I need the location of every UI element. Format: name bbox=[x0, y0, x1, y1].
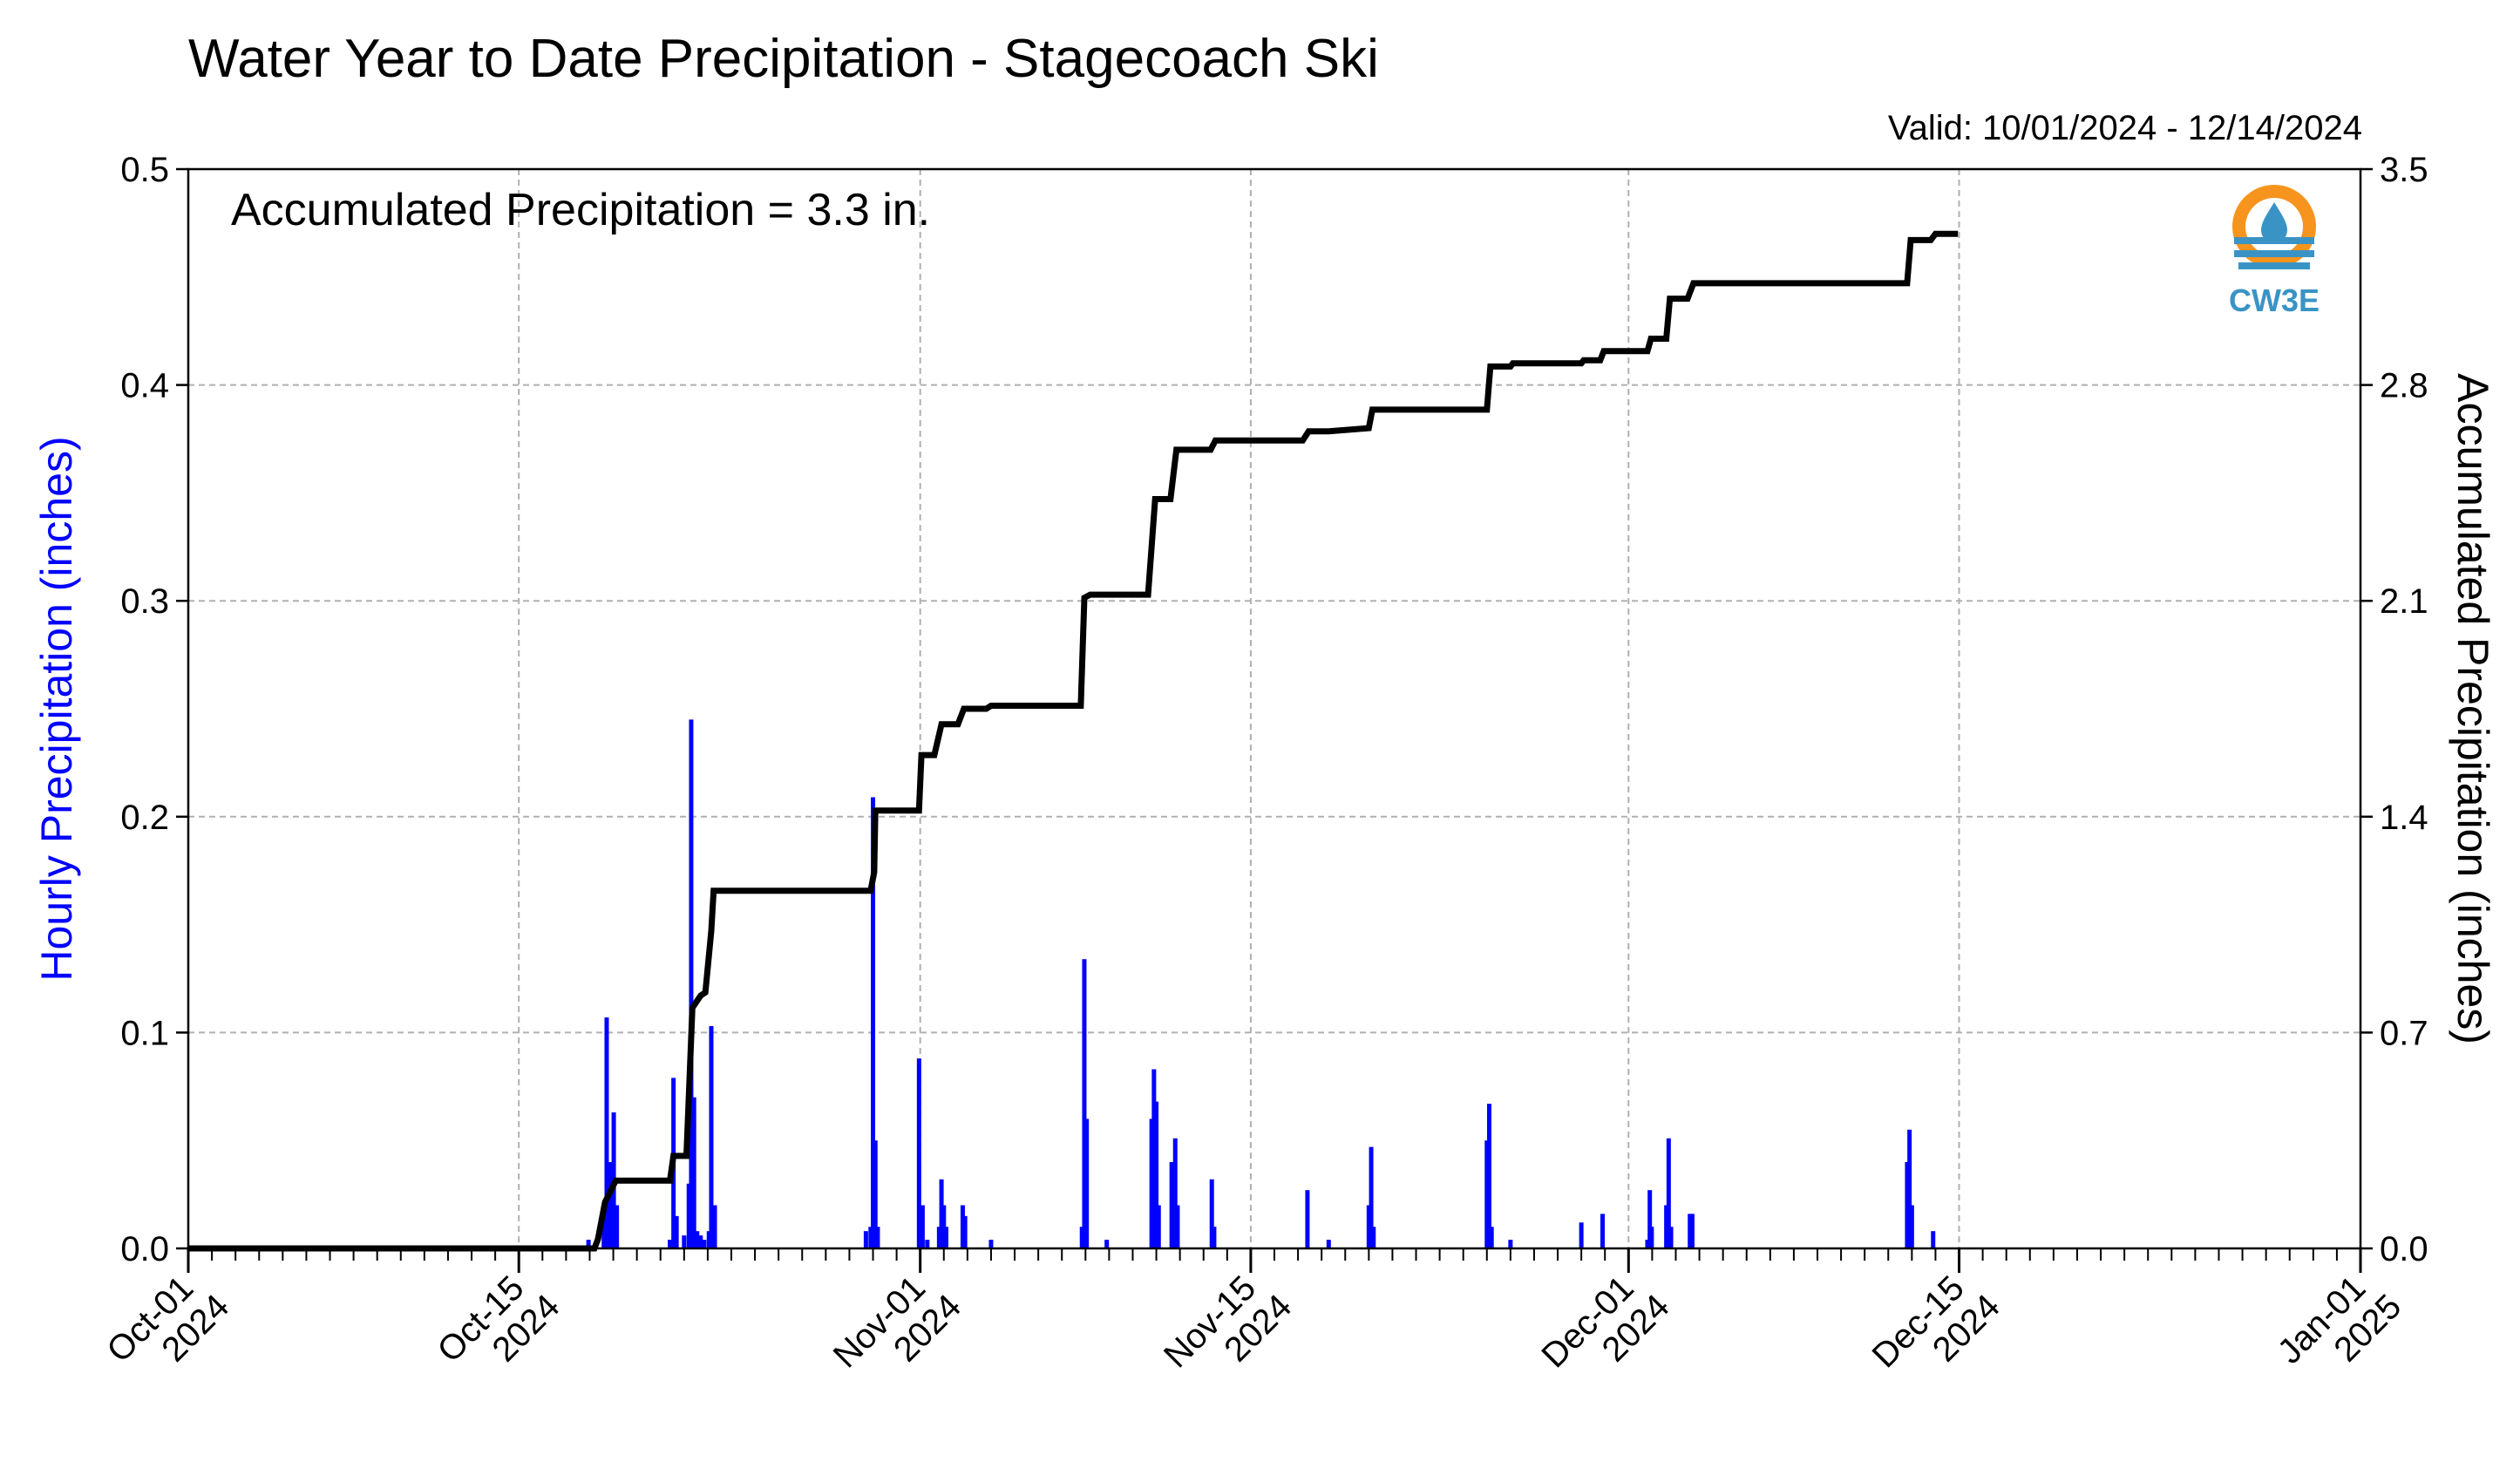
hourly-precip-bar bbox=[698, 1235, 703, 1248]
hourly-precip-bar bbox=[1371, 1227, 1376, 1248]
hourly-precip-bar bbox=[1082, 959, 1087, 1248]
hourly-precip-bar bbox=[1175, 1205, 1180, 1248]
hourly-precip-bar bbox=[1149, 1119, 1154, 1248]
right-tick-label: 0.7 bbox=[2380, 1014, 2428, 1052]
hourly-precip-bar bbox=[1647, 1190, 1653, 1248]
hourly-precip-bar bbox=[960, 1205, 965, 1248]
hourly-precip-bar bbox=[1668, 1227, 1674, 1248]
left-tick-label: 0.1 bbox=[120, 1014, 169, 1052]
hourly-precip-bar bbox=[1649, 1227, 1654, 1248]
hourly-precip-bar bbox=[1172, 1138, 1178, 1248]
hourly-precip-bar bbox=[1909, 1205, 1914, 1248]
hourly-precip-bar bbox=[1209, 1179, 1214, 1248]
accumulated-precipitation-line bbox=[188, 230, 1959, 1252]
hourly-precip-bar bbox=[1484, 1140, 1490, 1248]
right-tick-label: 1.4 bbox=[2380, 799, 2428, 837]
hourly-precip-bar bbox=[706, 1231, 711, 1248]
hourly-precip-bar bbox=[1369, 1146, 1374, 1248]
left-tick-label: 0.3 bbox=[120, 582, 169, 621]
hourly-precip-bar bbox=[875, 1227, 880, 1248]
left-tick-label: 0.0 bbox=[120, 1230, 169, 1268]
hourly-precip-bar bbox=[1305, 1190, 1310, 1248]
left-tick-label: 0.4 bbox=[120, 367, 169, 405]
right-axis-label: Accumulated Precipitation (inches) bbox=[2449, 373, 2497, 1044]
hourly-precip-bar bbox=[868, 1227, 873, 1248]
hourly-precip-bar bbox=[1366, 1205, 1371, 1248]
hourly-precip-bar bbox=[873, 1140, 878, 1248]
valid-date-range: Valid: 10/01/2024 - 12/14/2024 bbox=[1888, 109, 2362, 147]
hourly-precip-bar bbox=[702, 1240, 707, 1248]
hourly-precip-bar bbox=[604, 1017, 609, 1248]
hourly-precip-bar bbox=[920, 1205, 925, 1248]
hourly-precip-bar bbox=[1905, 1161, 1910, 1248]
hourly-precip-bar bbox=[916, 1058, 921, 1248]
logo-text: CW3E bbox=[2229, 282, 2320, 318]
hourly-precip-bar bbox=[686, 1183, 691, 1248]
right-tick-label: 3.5 bbox=[2380, 151, 2428, 189]
hourly-precip-bar bbox=[682, 1235, 687, 1248]
cw3e-logo: CW3E bbox=[2229, 185, 2320, 318]
hourly-precip-bar bbox=[1212, 1227, 1217, 1248]
hourly-precip-bar bbox=[1151, 1069, 1157, 1248]
hourly-precip-bar bbox=[1907, 1129, 1912, 1248]
hourly-precip-bar bbox=[691, 1097, 696, 1248]
hourly-precip-bar bbox=[863, 1231, 868, 1248]
right-tick-label: 2.1 bbox=[2380, 582, 2428, 621]
hourly-precip-bar bbox=[943, 1227, 948, 1248]
water-drop-icon bbox=[2261, 202, 2287, 243]
hourly-precip-bar bbox=[1508, 1240, 1513, 1248]
hourly-precip-bar bbox=[695, 1231, 700, 1248]
hourly-precip-bar bbox=[709, 1025, 714, 1248]
hourly-precip-bar bbox=[1486, 1104, 1491, 1248]
hourly-precip-bar bbox=[1489, 1227, 1494, 1248]
hourly-precip-bar bbox=[1154, 1101, 1159, 1248]
hourly-precip-bar bbox=[608, 1161, 613, 1248]
hourly-precip-bar bbox=[1169, 1161, 1174, 1248]
hourly-precip-bar bbox=[1931, 1231, 1936, 1248]
hourly-precip-bar bbox=[941, 1205, 947, 1248]
hourly-precip-bar bbox=[586, 1240, 591, 1248]
hourly-precip-bar bbox=[925, 1240, 930, 1248]
hourly-precip-bar bbox=[1079, 1227, 1084, 1248]
hourly-precip-bar bbox=[1104, 1240, 1110, 1248]
chart-title: Water Year to Date Precipitation - Stage… bbox=[188, 29, 1379, 89]
hourly-precip-bar bbox=[1326, 1240, 1331, 1248]
right-tick-label: 0.0 bbox=[2380, 1230, 2428, 1268]
hourly-precip-bar bbox=[712, 1205, 717, 1248]
hourly-precip-bar bbox=[615, 1205, 620, 1248]
hourly-precip-bar bbox=[601, 1215, 607, 1248]
hourly-precip-bar bbox=[939, 1179, 944, 1248]
hourly-precip-bar bbox=[962, 1215, 968, 1248]
hourly-precip-bar bbox=[1645, 1240, 1650, 1248]
hourly-precip-bar bbox=[668, 1240, 673, 1248]
left-tick-label: 0.2 bbox=[120, 799, 169, 837]
left-axis-label: Hourly Precipitation (inches) bbox=[32, 436, 81, 981]
hourly-precip-bar bbox=[1579, 1222, 1584, 1248]
hourly-precip-bar bbox=[1664, 1205, 1669, 1248]
hourly-precip-bar bbox=[936, 1227, 941, 1248]
hourly-precip-bar bbox=[689, 719, 694, 1248]
hourly-precip-bar bbox=[1600, 1214, 1606, 1248]
right-tick-label: 2.8 bbox=[2380, 367, 2428, 405]
hourly-precip-bar bbox=[988, 1240, 994, 1248]
hourly-precip-bar bbox=[1156, 1205, 1161, 1248]
hourly-precip-bar bbox=[1666, 1138, 1671, 1248]
accumulated-annotation: Accumulated Precipitation = 3.3 in. bbox=[231, 185, 930, 235]
left-tick-label: 0.5 bbox=[120, 151, 169, 189]
left-axis-ticks: 0.0 0.1 0.2 0.3 0.4 0.5 bbox=[120, 151, 188, 1268]
hourly-precip-bar bbox=[674, 1215, 679, 1248]
hourly-precip-bar bbox=[1084, 1119, 1090, 1248]
hourly-precip-bar bbox=[1688, 1214, 1693, 1248]
right-axis-ticks: 0.0 0.7 1.4 2.1 2.8 3.5 bbox=[2360, 151, 2428, 1268]
hourly-precip-bar bbox=[1689, 1214, 1695, 1248]
hourly-precip-bar bbox=[871, 797, 876, 1248]
